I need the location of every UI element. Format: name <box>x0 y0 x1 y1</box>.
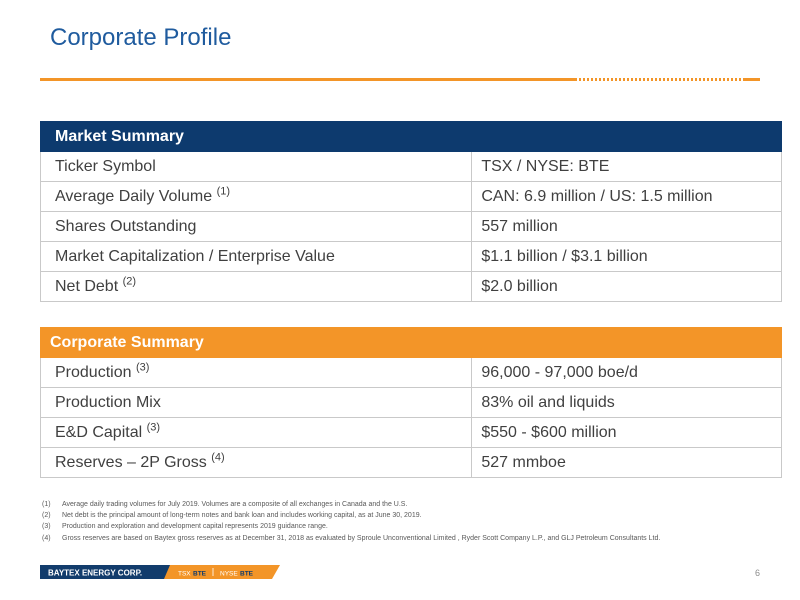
footnote: (1) Average daily trading volumes for Jul… <box>42 501 408 508</box>
table-row: Reserves – 2P Gross (4) 527 mmboe <box>39 447 782 478</box>
row-value: 557 million <box>471 211 782 242</box>
market-summary-header: Market Summary <box>39 121 473 152</box>
title-underline <box>40 78 760 81</box>
corporate-summary-header: Corporate Summary <box>39 327 473 358</box>
row-label: Reserves – 2P Gross (4) <box>39 447 473 478</box>
market-summary-table: Market Summary Ticker Symbol TSX / NYSE:… <box>39 121 782 302</box>
row-label: Ticker Symbol <box>39 151 473 182</box>
table-row: Production (3) 96,000 - 97,000 boe/d <box>39 357 782 388</box>
row-label: E&D Capital (3) <box>39 417 473 448</box>
company-name: BAYTEX ENERGY CORP. <box>48 569 142 578</box>
table-row: Market Capitalization / Enterprise Value… <box>39 241 782 272</box>
row-value: TSX / NYSE: BTE <box>471 151 782 182</box>
corporate-summary-header-row: Corporate Summary <box>39 327 782 358</box>
footnote-ref: (3) <box>146 421 161 434</box>
tsx-ticker: BTE <box>193 571 207 578</box>
table-row: Average Daily Volume (1) CAN: 6.9 millio… <box>39 181 782 212</box>
row-label: Market Capitalization / Enterprise Value <box>39 241 473 272</box>
row-label: Shares Outstanding <box>39 211 473 242</box>
row-value: 96,000 - 97,000 boe/d <box>471 357 782 388</box>
page-title: Corporate Profile <box>50 24 232 51</box>
corporate-summary-table: Corporate Summary Production (3) 96,000 … <box>39 327 782 478</box>
row-value: 527 mmboe <box>471 447 782 478</box>
footnote-ref: (3) <box>135 361 150 374</box>
page-number: 6 <box>754 568 760 578</box>
footnote-ref: (4) <box>211 451 225 464</box>
row-value: $550 - $600 million <box>471 417 782 448</box>
footnote: (4) Gross reserves are based on Baytex gr… <box>42 534 661 542</box>
footnote-ref: (1) <box>216 185 231 198</box>
row-value: $2.0 billion <box>471 271 782 302</box>
table-row: Shares Outstanding 557 million <box>39 211 782 242</box>
table-row: Ticker Symbol TSX / NYSE: BTE <box>39 151 782 182</box>
footnotes: (1) Average daily trading volumes for Jul… <box>42 499 762 544</box>
row-value: CAN: 6.9 million / US: 1.5 million <box>471 181 782 212</box>
row-value: $1.1 billion / $3.1 billion <box>471 241 782 272</box>
row-label: Production Mix <box>39 387 473 418</box>
row-label: Production (3) <box>39 357 473 388</box>
nyse-ticker: BTE <box>240 571 254 578</box>
row-value: 83% oil and liquids <box>471 387 782 418</box>
row-label: Net Debt (2) <box>39 271 473 302</box>
footnote: (3) Production and exploration and develo… <box>42 523 328 531</box>
table-row: Production Mix 83% oil and liquids <box>39 387 782 418</box>
tsx-prefix: TSX <box>178 571 191 578</box>
nyse-prefix: NYSE <box>220 571 238 578</box>
footnote: (2) Net debt is the principal amount of l… <box>42 512 422 520</box>
row-label: Average Daily Volume (1) <box>39 181 473 212</box>
footnote-ref: (2) <box>122 275 137 288</box>
footer-banner: BAYTEX ENERGY CORP. TSX BTE NYSE BTE <box>40 565 280 579</box>
table-row: E&D Capital (3) $550 - $600 million <box>39 417 782 448</box>
market-summary-header-row: Market Summary <box>39 121 782 152</box>
table-row: Net Debt (2) $2.0 billion <box>39 271 782 302</box>
